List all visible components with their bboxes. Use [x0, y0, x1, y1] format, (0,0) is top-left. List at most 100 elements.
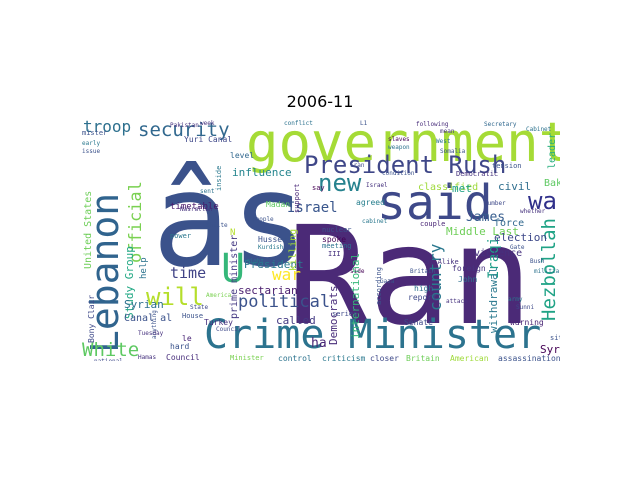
cloud-word: inside	[215, 165, 223, 191]
cloud-word: leader	[547, 132, 558, 169]
cloud-word: President Rush	[304, 151, 507, 179]
cloud-word: will	[146, 283, 204, 311]
cloud-word: force	[494, 218, 525, 229]
cloud-word: report	[408, 293, 437, 302]
cloud-word: mister	[82, 129, 108, 137]
cloud-word: Yuri Canal	[184, 135, 233, 144]
cloud-word: timetable	[170, 202, 219, 212]
cloud-word: political	[238, 292, 331, 312]
cloud-word: Council	[166, 353, 200, 362]
cloud-word: Iran	[350, 162, 365, 169]
cloud-word: Senate	[404, 318, 433, 327]
cloud-word: Hussen	[258, 235, 287, 244]
cloud-word: said	[377, 175, 493, 231]
cloud-word: national	[94, 359, 123, 362]
cloud-word: couple	[420, 220, 446, 228]
cloud-word: House	[182, 312, 204, 320]
cloud-word: side	[350, 268, 365, 275]
cloud-word: called	[276, 314, 316, 327]
cloud-word: conflict	[284, 120, 313, 127]
cloud-word: âs	[152, 144, 309, 296]
cloud-word: Hamas	[138, 354, 157, 361]
cloud-word: high	[414, 284, 434, 293]
cloud-word: sectarian	[238, 284, 298, 297]
cloud-word: Shiite	[206, 222, 228, 229]
cloud-word: ha	[311, 336, 327, 351]
cloud-word: international	[349, 252, 362, 339]
cloud-word: right	[246, 258, 265, 265]
cloud-word: U	[221, 246, 246, 292]
cloud-word: according	[375, 267, 383, 305]
cloud-word: Council	[216, 326, 242, 333]
cloud-word: civil	[498, 180, 532, 193]
cloud-word: White	[82, 339, 140, 361]
cloud-word: Bony Clair	[87, 294, 96, 343]
cloud-word: situation	[550, 334, 560, 342]
cloud-word: Canal al	[124, 313, 173, 324]
cloud-word: slaves	[388, 136, 410, 143]
cloud-word: violence	[474, 248, 523, 259]
cloud-word: Democratic	[456, 170, 499, 178]
cloud-word: number	[484, 200, 506, 207]
cloud-word: condition	[382, 170, 415, 177]
cloud-word: United States	[83, 190, 94, 269]
cloud-word: election	[494, 231, 547, 244]
cloud-word: whether	[520, 208, 546, 215]
cloud-word: army	[508, 296, 523, 303]
cloud-word: killing	[288, 228, 299, 271]
word-cloud: Ran âs government Crime Minister Lebanon…	[80, 119, 560, 361]
cloud-word: attack	[446, 298, 468, 305]
cloud-word: Somalia	[440, 148, 466, 155]
cloud-word: Minister	[230, 354, 264, 362]
cloud-word: N	[230, 228, 236, 238]
cloud-word: Kurdish	[258, 244, 284, 251]
plot-title: 2006-11	[286, 92, 354, 111]
cloud-word: America	[206, 292, 232, 299]
cloud-word: Israel	[287, 200, 338, 216]
cloud-word: sent	[200, 188, 215, 195]
cloud-word: control	[278, 354, 312, 362]
cloud-word: closer	[370, 354, 399, 362]
cloud-word: Tuesday	[138, 330, 164, 337]
cloud-word: State	[190, 304, 209, 311]
cloud-word: series	[332, 310, 358, 318]
cloud-word: Cabinet	[526, 126, 552, 133]
cloud-word: issue	[82, 148, 101, 155]
cloud-word: Madan	[266, 200, 291, 209]
cloud-word: time	[170, 264, 207, 282]
cloud-word: Bush	[530, 258, 545, 265]
cloud-word: early	[82, 140, 101, 147]
cloud-word: cabinet	[362, 218, 388, 225]
cloud-word: Britain	[410, 268, 436, 275]
cloud-word: security	[138, 119, 230, 141]
cloud-word: people	[252, 216, 274, 223]
cloud-word: James	[466, 210, 506, 225]
cloud-word: new	[318, 169, 362, 197]
cloud-word: assassination	[498, 354, 560, 362]
cloud-word: militia	[534, 268, 560, 275]
cloud-word: le	[182, 334, 192, 343]
cloud-word: Syria	[540, 343, 560, 356]
cloud-word: hard	[170, 342, 190, 351]
cloud-word: withdrawal	[487, 266, 500, 333]
cloud-word: III	[328, 250, 341, 258]
cloud-word: Secretary	[484, 121, 517, 128]
cloud-word: power	[170, 232, 192, 240]
cloud-word: troop	[83, 119, 132, 136]
cloud-word: foreign	[452, 264, 486, 273]
cloud-word: Baker	[544, 178, 560, 189]
cloud-word: influence	[232, 166, 292, 179]
cloud-word: American	[450, 354, 489, 362]
cloud-word: al Alike	[425, 258, 459, 266]
cloud-word: week	[200, 120, 215, 127]
cloud-word: criticism	[322, 354, 366, 362]
cloud-word: wa	[528, 187, 557, 215]
cloud-word: Syrian	[124, 298, 164, 311]
cloud-word: Turkey	[204, 318, 233, 327]
cloud-word: Israel	[366, 182, 388, 189]
cloud-word: Nasrallah	[180, 206, 213, 213]
cloud-word: mean	[440, 128, 455, 135]
cloud-word: level	[230, 151, 255, 160]
cloud-word: support	[293, 183, 301, 213]
cloud-word: Crime Minister	[204, 312, 542, 358]
